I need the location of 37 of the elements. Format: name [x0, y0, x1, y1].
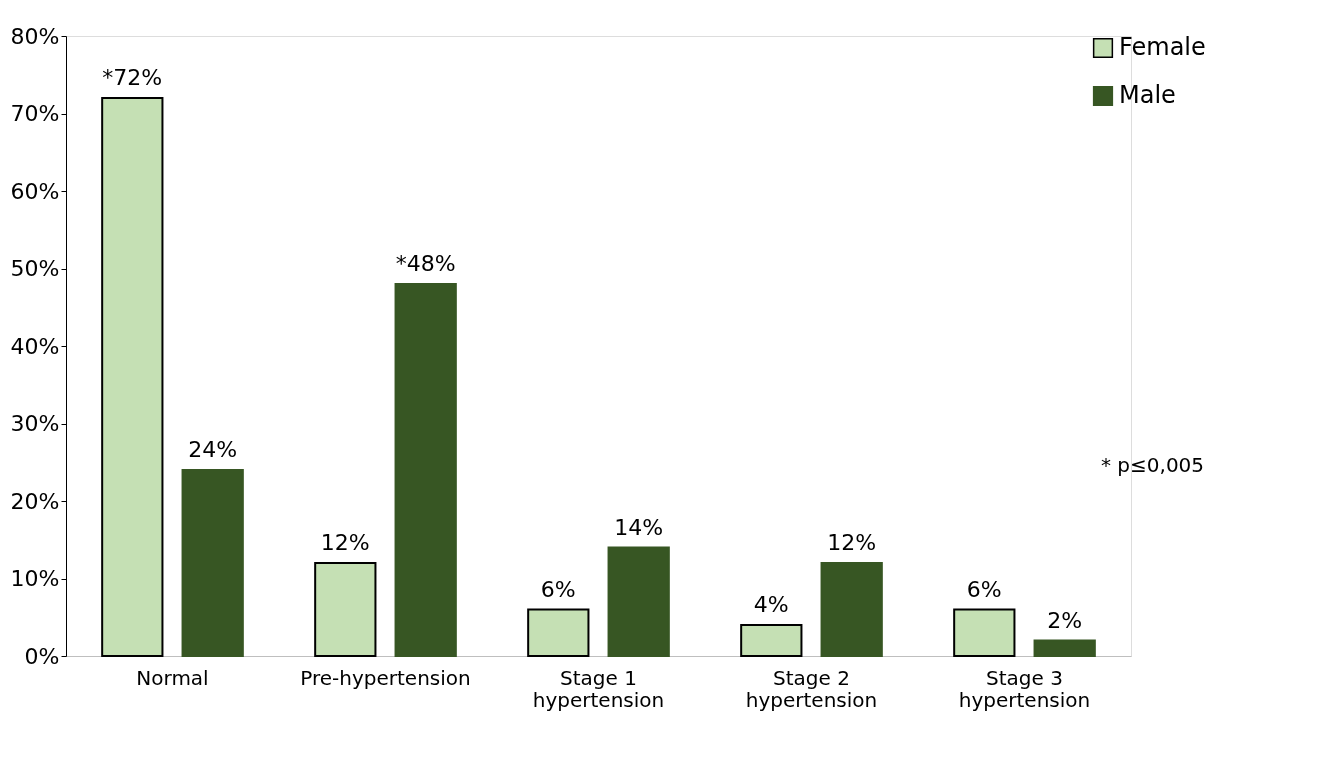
bar	[314, 562, 377, 657]
bar	[740, 624, 803, 657]
bar	[101, 97, 164, 657]
x-tick-label: Normal	[136, 665, 209, 690]
y-tick-label: 30%	[10, 411, 60, 436]
bar	[527, 608, 590, 657]
y-tick-label: 70%	[10, 101, 60, 126]
y-tick-label: 40%	[10, 333, 60, 359]
x-tick-label: Stage 1 hypertension	[532, 665, 665, 712]
y-tick-label: 80%	[10, 23, 60, 49]
data-label: 12%	[827, 530, 877, 555]
bar	[820, 562, 883, 657]
legend-label: Female	[1119, 33, 1206, 61]
data-label: 4%	[753, 592, 789, 617]
y-tick-label: 60%	[10, 178, 60, 204]
y-tick-label: 0%	[24, 643, 60, 669]
bar	[181, 469, 244, 657]
bar	[394, 283, 457, 657]
bar	[1033, 639, 1096, 657]
y-tick-label: 10%	[10, 566, 60, 591]
data-label: 14%	[614, 514, 664, 540]
data-label: 12%	[320, 530, 370, 555]
data-label: 2%	[1047, 607, 1083, 633]
x-tick-label: Stage 2 hypertension	[745, 665, 878, 712]
data-label: *48%	[395, 251, 456, 276]
data-label: 6%	[540, 576, 576, 602]
bar	[953, 608, 1016, 657]
x-tick-label: Stage 3 hypertension	[958, 665, 1091, 712]
x-tick-label: Pre-hypertension	[300, 665, 471, 690]
data-label: 6%	[966, 576, 1002, 602]
y-tick-label: 20%	[10, 488, 60, 514]
data-label: *72%	[102, 65, 163, 90]
bar	[607, 546, 670, 657]
data-label: 24%	[188, 437, 238, 462]
y-tick-label: 50%	[10, 256, 60, 281]
legend-label: Male	[1119, 81, 1176, 109]
annotation: * p≤0,005	[1101, 453, 1205, 477]
